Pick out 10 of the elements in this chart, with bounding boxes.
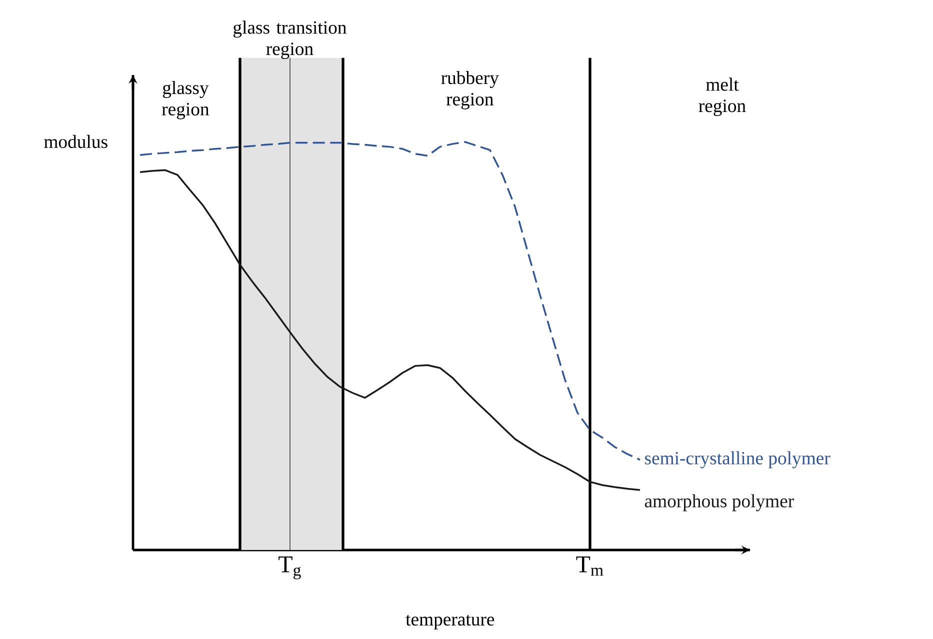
x-axis-title: temperature xyxy=(406,614,494,630)
x-tick-label: T$_{g}$ xyxy=(278,556,301,580)
series-label: amorphous polymer xyxy=(644,494,794,512)
text: melt region xyxy=(698,78,746,116)
text: glass transition region xyxy=(233,20,346,60)
text: glassy region xyxy=(162,80,210,120)
text: rubbery region xyxy=(441,71,499,110)
x-tick-label: T$_{m}$ xyxy=(576,556,604,576)
y-axis-title: modulus xyxy=(44,134,108,148)
series-label: semi-crystalline polymer xyxy=(645,451,830,468)
